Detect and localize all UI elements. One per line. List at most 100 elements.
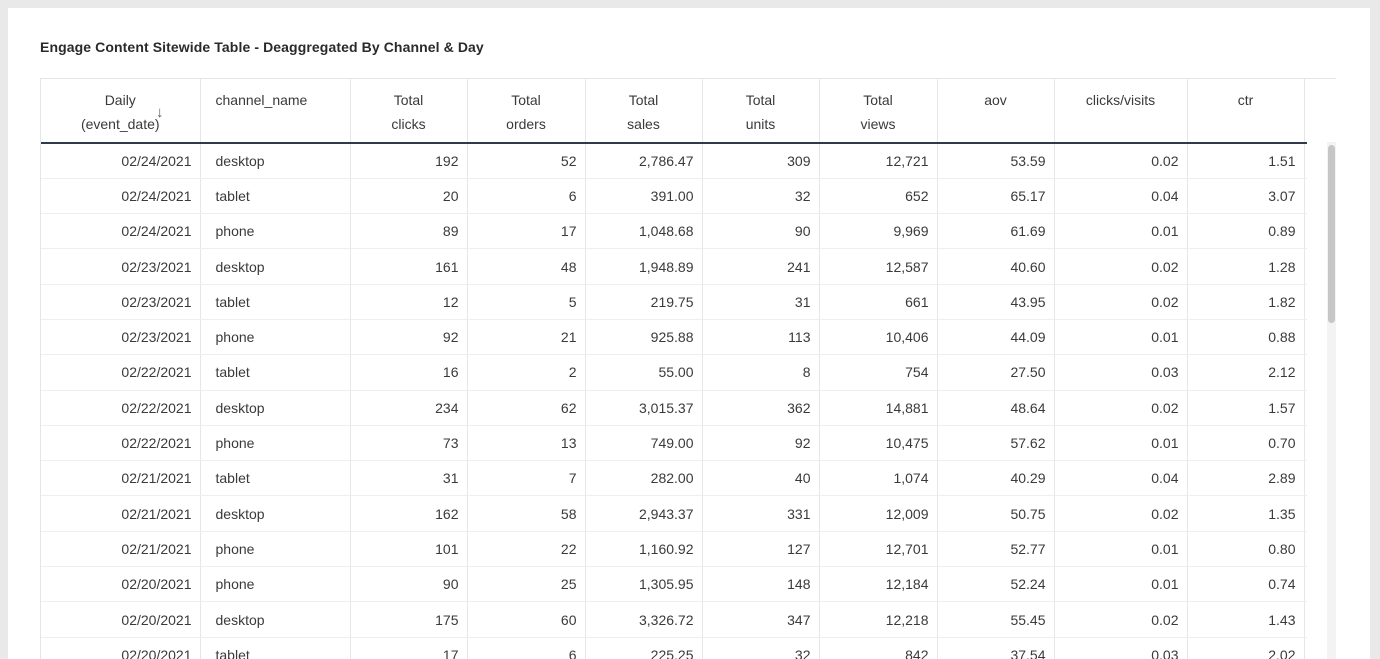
cell-channel-name: phone [200, 319, 351, 356]
column-header-line1: Total [863, 92, 893, 108]
cell-total-views: 12,009 [819, 495, 938, 532]
table-row[interactable]: 02/23/2021 tablet 12 5 219.75 31 661 43.95 0.02 1… [41, 284, 1307, 320]
table-row[interactable]: 02/24/2021 desktop 192 52 2,786.47 309 12,721 5… [41, 143, 1307, 179]
cell-date: 02/24/2021 [41, 213, 201, 250]
column-header-channel-name[interactable]: channel_name [200, 79, 351, 144]
cell-date: 02/20/2021 [41, 566, 201, 603]
cell-total-orders: 48 [467, 248, 586, 285]
column-header-total-sales[interactable]: Total sales [585, 79, 703, 144]
cell-total-views: 1,074 [819, 460, 938, 497]
cell-total-clicks: 101 [350, 531, 468, 568]
column-header-line1: aov [984, 92, 1007, 108]
cell-aov: 48.64 [937, 390, 1055, 426]
vertical-scrollbar[interactable] [1327, 142, 1336, 659]
cell-clicks-visits: 0.03 [1054, 637, 1188, 659]
cell-total-views: 652 [819, 178, 938, 215]
table-row[interactable]: 02/22/2021 tablet 16 2 55.00 8 754 27.50 0.03 2.1… [41, 354, 1307, 391]
column-header-total-views[interactable]: Total views [819, 79, 938, 144]
column-header-daily[interactable]: Daily (event_date) ↓ [41, 79, 201, 144]
cell-channel-name: tablet [200, 284, 351, 320]
cell-total-views: 661 [819, 284, 938, 320]
cell-total-orders: 52 [467, 143, 586, 179]
cell-clicks-visits: 0.02 [1054, 143, 1188, 179]
table-row[interactable]: 02/23/2021 desktop 161 48 1,948.89 241 12,587 4… [41, 248, 1307, 285]
cell-ctr: 1.57 [1187, 390, 1305, 426]
cell-total-clicks: 20 [350, 178, 468, 215]
cell-total-sales: 2,786.47 [585, 143, 703, 179]
cell-total-orders: 17 [467, 213, 586, 250]
table-row[interactable]: 02/22/2021 phone 73 13 749.00 92 10,475 57.62 0.… [41, 425, 1307, 462]
table-row[interactable]: 02/22/2021 desktop 234 62 3,015.37 362 14,881 4… [41, 390, 1307, 426]
table-row[interactable]: 02/20/2021 phone 90 25 1,305.95 148 12,184 52.2… [41, 566, 1307, 603]
column-header-line1: ctr [1237, 92, 1254, 108]
arrow-down-icon[interactable]: ↓ [156, 104, 164, 121]
table-row[interactable]: 02/24/2021 phone 89 17 1,048.68 90 9,969 61.69 0… [41, 213, 1307, 250]
cell-total-orders: 62 [467, 390, 586, 426]
cell-total-clicks: 89 [350, 213, 468, 250]
cell-ctr: 2.12 [1187, 354, 1305, 391]
cell-channel-name: phone [200, 566, 351, 603]
cell-total-orders: 21 [467, 319, 586, 356]
cell-ctr: 1.82 [1187, 284, 1305, 320]
column-header-line1: clicks/visits [1085, 92, 1156, 108]
cell-total-units: 362 [702, 390, 820, 426]
cell-total-sales: 925.88 [585, 319, 703, 356]
cell-total-orders: 22 [467, 531, 586, 568]
table-row[interactable]: 02/21/2021 tablet 31 7 282.00 40 1,074 40.29 0.0… [41, 460, 1307, 497]
cell-channel-name: tablet [200, 178, 351, 215]
column-header-clicks-visits[interactable]: clicks/visits [1054, 79, 1188, 144]
column-header-line2: clicks [391, 115, 426, 132]
header-filler [1304, 79, 1307, 144]
cell-aov: 55.45 [937, 601, 1055, 638]
cell-total-units: 32 [702, 637, 820, 659]
cell-total-sales: 225.25 [585, 637, 703, 659]
cell-channel-name: desktop [200, 248, 351, 285]
column-header-line1: Total [745, 92, 776, 108]
table-row[interactable]: 02/20/2021 tablet 17 6 225.25 32 842 37.54 0.03 2… [41, 637, 1307, 659]
cell-ctr: 1.51 [1187, 143, 1305, 179]
row-filler [1304, 213, 1307, 250]
column-header-line1: Total [511, 92, 541, 108]
scrollbar-thumb[interactable] [1328, 145, 1335, 323]
cell-channel-name: tablet [200, 354, 351, 391]
column-header-ctr[interactable]: ctr [1187, 79, 1305, 144]
cell-clicks-visits: 0.02 [1054, 284, 1188, 320]
cell-total-sales: 1,048.68 [585, 213, 703, 250]
cell-total-units: 241 [702, 248, 820, 285]
cell-clicks-visits: 0.01 [1054, 566, 1188, 603]
row-filler [1304, 460, 1307, 497]
cell-channel-name: desktop [200, 390, 351, 426]
table-panel: Engage Content Sitewide Table - Deaggreg… [8, 8, 1370, 659]
cell-channel-name: desktop [200, 601, 351, 638]
cell-date: 02/22/2021 [41, 425, 201, 462]
column-header-total-clicks[interactable]: Total clicks [350, 79, 468, 144]
cell-channel-name: tablet [200, 460, 351, 497]
column-header-line1: Total [393, 92, 424, 108]
cell-total-views: 12,218 [819, 601, 938, 638]
cell-clicks-visits: 0.04 [1054, 460, 1188, 497]
cell-ctr: 0.70 [1187, 425, 1305, 462]
table-row[interactable]: 02/21/2021 phone 101 22 1,160.92 127 12,701 52.… [41, 531, 1307, 568]
row-filler [1304, 390, 1307, 426]
cell-ctr: 0.88 [1187, 319, 1305, 356]
table-row[interactable]: 02/20/2021 desktop 175 60 3,326.72 347 12,218 5… [41, 601, 1307, 638]
cell-channel-name: desktop [200, 143, 351, 179]
cell-total-units: 92 [702, 425, 820, 462]
cell-total-sales: 3,015.37 [585, 390, 703, 426]
cell-date: 02/24/2021 [41, 178, 201, 215]
column-header-total-units[interactable]: Total units [702, 79, 820, 144]
cell-total-sales: 55.00 [585, 354, 703, 391]
column-header-aov[interactable]: aov [937, 79, 1055, 144]
cell-total-units: 113 [702, 319, 820, 356]
cell-total-clicks: 162 [350, 495, 468, 532]
row-filler [1304, 601, 1307, 638]
cell-date: 02/22/2021 [41, 390, 201, 426]
table-row[interactable]: 02/23/2021 phone 92 21 925.88 113 10,406 44.09 0… [41, 319, 1307, 356]
table-row[interactable]: 02/21/2021 desktop 162 58 2,943.37 331 12,009 5… [41, 495, 1307, 532]
table-row[interactable]: 02/24/2021 tablet 20 6 391.00 32 652 65.17 0.04 3… [41, 178, 1307, 215]
column-header-total-orders[interactable]: Total orders [467, 79, 586, 144]
cell-ctr: 2.89 [1187, 460, 1305, 497]
cell-aov: 61.69 [937, 213, 1055, 250]
cell-total-units: 40 [702, 460, 820, 497]
cell-total-clicks: 73 [350, 425, 468, 462]
